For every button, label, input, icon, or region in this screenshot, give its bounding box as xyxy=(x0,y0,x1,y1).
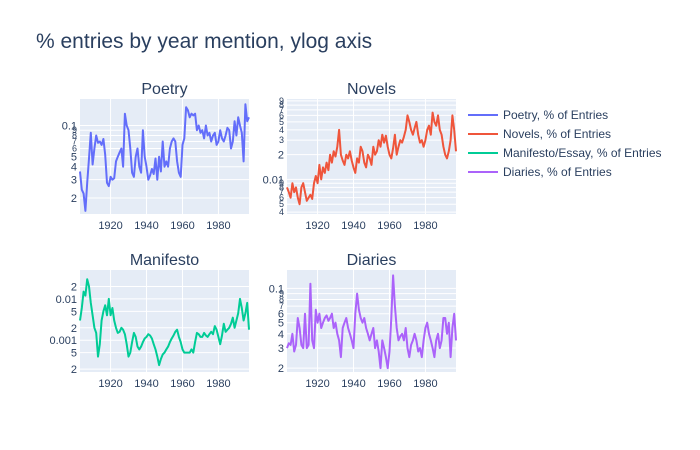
novels-y-tick-label: 5 xyxy=(279,199,284,209)
figure-title: % entries by year mention, ylog axis xyxy=(36,30,373,53)
poetry-y-tick-label: 4 xyxy=(71,162,77,174)
manifesto-y-tick-label: 2 xyxy=(71,364,77,376)
poetry-y-tick-label: 3 xyxy=(71,175,77,187)
novels-y-tick-label: 7 xyxy=(279,105,284,115)
poetry-x-tick-label: 1920 xyxy=(98,220,122,232)
legend-label: Novels, % of Entries xyxy=(503,127,611,141)
diaries-y-tick-label: 4 xyxy=(278,329,284,341)
diaries-x-tick-label: 1920 xyxy=(305,378,329,390)
manifesto-plot-area xyxy=(80,270,249,372)
poetry-y-tick-label: 0.1 xyxy=(62,120,77,132)
manifesto-x-tick-label: 1920 xyxy=(98,378,122,390)
novels-y-tick-label: 8 xyxy=(279,100,284,110)
novels-y-tick-label: 3 xyxy=(279,135,284,145)
poetry-x-tick-label: 1980 xyxy=(206,220,230,232)
novels-y-tick-label: 5 xyxy=(279,117,284,127)
legend-label: Manifesto/Essay, % of Entries xyxy=(503,146,662,160)
poetry-y-tick-label: 7 xyxy=(72,137,77,147)
poetry-y-tick-label: 5 xyxy=(71,152,77,164)
novels-y-tick-label: 4 xyxy=(279,125,284,135)
diaries-y-tick-label: 5 xyxy=(278,318,284,330)
manifesto-y-tick-label: 0.001 xyxy=(49,335,77,347)
diaries-y-tick-label: 6 xyxy=(278,309,284,321)
poetry-y-tick-label: 2 xyxy=(71,193,77,205)
novels-x-tick-label: 1980 xyxy=(413,220,437,232)
manifesto-x-tick-label: 1980 xyxy=(206,378,230,390)
novels-y-tick-label: 6 xyxy=(279,193,284,203)
poetry-series-line xyxy=(79,103,250,212)
manifesto-y-tick-label: 2 xyxy=(71,281,77,293)
diaries-y-tick-label: 7 xyxy=(279,301,284,311)
diaries-series-line xyxy=(286,274,457,370)
diaries-y-tick-label: 0.1 xyxy=(269,283,284,295)
poetry-x-tick-label: 1960 xyxy=(170,220,194,232)
manifesto-y-tick-label: 2 xyxy=(71,323,77,335)
manifesto-x-tick-label: 1940 xyxy=(134,378,158,390)
legend: Poetry, % of Entries Novels, % of Entries… xyxy=(468,108,662,179)
novels-y-tick-label: 0.01 xyxy=(263,174,284,186)
poetry-x-tick-label: 1940 xyxy=(134,220,158,232)
manifesto-subplot-title: Manifesto xyxy=(130,252,199,269)
poetry-y-tick-label: 8 xyxy=(72,131,77,141)
novels-x-tick-label: 1960 xyxy=(377,220,401,232)
poetry-subplot-title: Poetry xyxy=(141,81,187,98)
novels-x-tick-label: 1940 xyxy=(341,220,365,232)
novels-y-tick-label: 4 xyxy=(279,207,284,217)
legend-item-diaries[interactable]: Diaries, % of Entries xyxy=(468,165,612,179)
novels-x-tick-label: 1920 xyxy=(305,220,329,232)
manifesto-x-tick-label: 1960 xyxy=(170,378,194,390)
diaries-y-tick-label: 2 xyxy=(278,363,284,375)
legend-item-novels[interactable]: Novels, % of Entries xyxy=(468,127,611,141)
diaries-x-tick-label: 1960 xyxy=(377,378,401,390)
poetry-y-tick-label: 6 xyxy=(72,143,77,153)
manifesto-series-line xyxy=(79,278,250,367)
novels-y-tick-label: 9 xyxy=(279,96,284,106)
novels-subplot-title: Novels xyxy=(347,81,396,98)
novels-y-tick-label: 2 xyxy=(278,150,284,162)
manifesto-y-tick-label: 0.01 xyxy=(56,294,77,306)
novels-y-tick-label: 9 xyxy=(279,178,284,188)
novels-series-line xyxy=(286,111,457,206)
diaries-subplot-title: Diaries xyxy=(347,252,397,269)
diaries-x-tick-label: 1940 xyxy=(341,378,365,390)
legend-label: Diaries, % of Entries xyxy=(503,165,612,179)
diaries-y-tick-label: 9 xyxy=(279,289,284,299)
diaries-y-tick-label: 3 xyxy=(278,343,284,355)
novels-y-tick-label: 8 xyxy=(279,182,284,192)
diaries-x-tick-label: 1980 xyxy=(413,378,437,390)
legend-label: Poetry, % of Entries xyxy=(503,108,608,122)
manifesto-y-tick-label: 5 xyxy=(71,348,77,360)
legend-item-manifesto[interactable]: Manifesto/Essay, % of Entries xyxy=(468,146,662,160)
poetry-y-tick-label: 9 xyxy=(72,125,77,135)
legend-item-poetry[interactable]: Poetry, % of Entries xyxy=(468,108,608,122)
novels-y-tick-label: 7 xyxy=(279,187,284,197)
novels-y-tick-label: 6 xyxy=(279,110,284,120)
manifesto-y-tick-label: 5 xyxy=(71,306,77,318)
diaries-y-tick-label: 8 xyxy=(279,294,284,304)
